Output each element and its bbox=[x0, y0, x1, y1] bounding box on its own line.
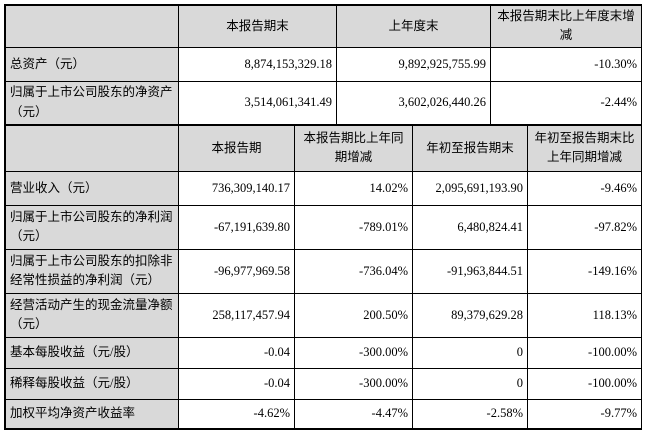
table-row-total-assets: 总资产（元） 8,874,153,329.18 9,892,925,755.99… bbox=[5, 46, 642, 82]
column-header-prior-year-end: 上年度末 bbox=[336, 5, 491, 48]
cell-value: 3,514,061,341.49 bbox=[178, 80, 337, 125]
cell-value: -96,977,969.58 bbox=[178, 248, 295, 294]
cell-value: -0.04 bbox=[178, 367, 295, 400]
row-label-weighted-avg-roe: 加权平均净资产收益率 bbox=[5, 398, 179, 429]
cell-value: -0.04 bbox=[178, 336, 295, 369]
cell-value: 118.13% bbox=[527, 292, 642, 338]
column-header-current-period: 本报告期 bbox=[178, 124, 295, 172]
cell-value: 258,117,457.94 bbox=[178, 292, 295, 338]
table-row-basic-eps: 基本每股收益（元/股） -0.04 -300.00% 0 -100.00% bbox=[5, 336, 642, 369]
table-row-operating-revenue: 营业收入（元） 736,309,140.17 14.02% 2,095,691,… bbox=[5, 170, 642, 206]
cell-value: 200.50% bbox=[294, 292, 413, 338]
cell-value: -4.47% bbox=[294, 398, 413, 429]
cell-value: -67,191,639.80 bbox=[178, 204, 295, 250]
cell-value: -9.46% bbox=[527, 170, 642, 206]
cell-value: -789.01% bbox=[294, 204, 413, 250]
table-row-net-profit-excl-nonrecurring: 归属于上市公司股东的扣除非经常性损益的净利润（元） -96,977,969.58… bbox=[5, 248, 642, 294]
table-row-weighted-avg-roe: 加权平均净资产收益率 -4.62% -4.47% -2.58% -9.77% bbox=[5, 398, 642, 429]
row-label-basic-eps: 基本每股收益（元/股） bbox=[5, 336, 179, 369]
cell-value: 8,874,153,329.18 bbox=[178, 46, 337, 82]
cell-value: 14.02% bbox=[294, 170, 413, 206]
financial-summary-table: 本报告期末 上年度末 本报告期末比上年度末增减 总资产（元） 8,874,153… bbox=[4, 4, 642, 430]
row-label-operating-revenue: 营业收入（元） bbox=[5, 170, 179, 206]
cell-value: 6,480,824.41 bbox=[412, 204, 528, 250]
column-header-year-to-date: 年初至报告期末 bbox=[412, 124, 528, 172]
row-label-net-assets: 归属于上市公司股东的净资产（元） bbox=[5, 80, 179, 125]
corner-cell bbox=[5, 124, 179, 172]
cell-value: -300.00% bbox=[294, 336, 413, 369]
cell-value: -10.30% bbox=[490, 46, 642, 82]
row-label-net-profit: 归属于上市公司股东的净利润（元） bbox=[5, 204, 179, 250]
cell-value: -91,963,844.51 bbox=[412, 248, 528, 294]
column-header-change-vs-prior-period: 本报告期比上年同期增减 bbox=[294, 124, 413, 172]
column-header-ytd-change-vs-prior: 年初至报告期末比上年同期增减 bbox=[527, 124, 642, 172]
cell-value: -736.04% bbox=[294, 248, 413, 294]
cell-value: 9,892,925,755.99 bbox=[336, 46, 491, 82]
corner-cell bbox=[5, 5, 179, 48]
table-row-net-assets: 归属于上市公司股东的净资产（元） 3,514,061,341.49 3,602,… bbox=[5, 80, 642, 125]
cell-value: 2,095,691,193.90 bbox=[412, 170, 528, 206]
row-label-operating-cash-flow: 经营活动产生的现金流量净额（元） bbox=[5, 292, 179, 338]
reporting-period-section: 本报告期 本报告期比上年同期增减 年初至报告期末 年初至报告期末比上年同期增减 … bbox=[5, 124, 642, 429]
cell-value: -100.00% bbox=[527, 336, 642, 369]
table-row-operating-cash-flow: 经营活动产生的现金流量净额（元） 258,117,457.94 200.50% … bbox=[5, 292, 642, 338]
header-row-reporting-period: 本报告期 本报告期比上年同期增减 年初至报告期末 年初至报告期末比上年同期增减 bbox=[5, 124, 642, 172]
cell-value: 89,379,629.28 bbox=[412, 292, 528, 338]
cell-value: -149.16% bbox=[527, 248, 642, 294]
row-label-total-assets: 总资产（元） bbox=[5, 46, 179, 82]
column-header-change-vs-prior-year-end: 本报告期末比上年度末增减 bbox=[490, 5, 642, 48]
cell-value: -9.77% bbox=[527, 398, 642, 429]
cell-value: 0 bbox=[412, 367, 528, 400]
cell-value: -300.00% bbox=[294, 367, 413, 400]
row-label-diluted-eps: 稀释每股收益（元/股） bbox=[5, 367, 179, 400]
cell-value: 736,309,140.17 bbox=[178, 170, 295, 206]
period-end-section: 本报告期末 上年度末 本报告期末比上年度末增减 总资产（元） 8,874,153… bbox=[5, 5, 642, 125]
cell-value: -97.82% bbox=[527, 204, 642, 250]
cell-value: 0 bbox=[412, 336, 528, 369]
cell-value: -100.00% bbox=[527, 367, 642, 400]
header-row-period-end: 本报告期末 上年度末 本报告期末比上年度末增减 bbox=[5, 5, 642, 48]
cell-value: 3,602,026,440.26 bbox=[336, 80, 491, 125]
column-header-current-period-end: 本报告期末 bbox=[178, 5, 337, 48]
row-label-net-profit-excl-nonrecurring: 归属于上市公司股东的扣除非经常性损益的净利润（元） bbox=[5, 248, 179, 294]
cell-value: -2.44% bbox=[490, 80, 642, 125]
cell-value: -2.58% bbox=[412, 398, 528, 429]
table-row-net-profit: 归属于上市公司股东的净利润（元） -67,191,639.80 -789.01%… bbox=[5, 204, 642, 250]
cell-value: -4.62% bbox=[178, 398, 295, 429]
table-row-diluted-eps: 稀释每股收益（元/股） -0.04 -300.00% 0 -100.00% bbox=[5, 367, 642, 400]
